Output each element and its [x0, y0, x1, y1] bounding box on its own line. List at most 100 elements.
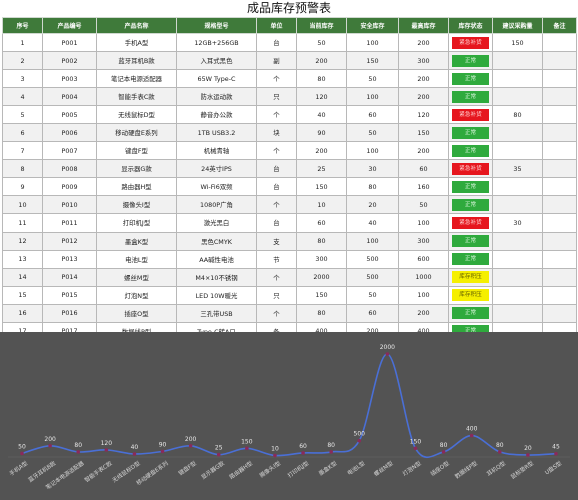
cell-max[interactable]: 200 — [398, 69, 449, 89]
cell-unit[interactable]: 个 — [256, 267, 297, 287]
cell-unit[interactable]: 个 — [256, 303, 297, 323]
cell-suggest[interactable]: 80 — [492, 105, 543, 125]
data-point[interactable] — [301, 451, 305, 455]
cell-code[interactable]: P011 — [42, 213, 97, 233]
cell-spec[interactable]: 黑色CMYK — [176, 231, 257, 251]
cell-code[interactable]: P008 — [42, 159, 97, 179]
cell-safe[interactable]: 80 — [346, 177, 399, 197]
cell-max[interactable]: 120 — [398, 105, 449, 125]
cell-safe[interactable]: 40 — [346, 213, 399, 233]
cell-spec[interactable]: AA碱性电池 — [176, 249, 257, 269]
cell-unit[interactable]: 个 — [256, 105, 297, 125]
cell-status[interactable]: 库存积压 — [448, 285, 493, 305]
cell-suggest[interactable] — [492, 123, 543, 143]
cell-max[interactable]: 160 — [398, 177, 449, 197]
cell-code[interactable]: P001 — [42, 32, 97, 53]
cell-status[interactable]: 正常 — [448, 69, 493, 89]
cell-unit[interactable]: 个 — [256, 195, 297, 215]
data-point[interactable] — [357, 438, 362, 443]
data-point[interactable] — [76, 450, 81, 454]
cell-name[interactable]: 路由器H型 — [96, 177, 177, 197]
cell-max[interactable]: 50 — [398, 195, 449, 215]
cell-safe[interactable]: 500 — [346, 249, 399, 269]
cell-spec[interactable]: 1TB USB3.2 — [176, 123, 257, 143]
data-point[interactable] — [48, 444, 52, 448]
data-point[interactable] — [497, 450, 502, 454]
cell-name[interactable]: 移动硬盘E系列 — [96, 123, 177, 143]
cell-unit[interactable]: 节 — [256, 249, 297, 269]
cell-status[interactable]: 正常 — [448, 177, 493, 197]
cell-name[interactable]: 墨盒K型 — [96, 231, 177, 251]
cell-suggest[interactable] — [492, 51, 543, 71]
cell-safe[interactable]: 100 — [346, 87, 399, 107]
header-name[interactable]: 产品名称 — [96, 17, 177, 34]
cell-name[interactable]: 蓝牙耳机B款 — [96, 51, 177, 71]
cell-suggest[interactable]: 35 — [492, 159, 543, 179]
cell-no[interactable]: 5 — [2, 105, 43, 125]
cell-spec[interactable]: M4×10不锈钢 — [176, 267, 257, 287]
cell-no[interactable]: 9 — [2, 177, 43, 197]
data-point[interactable] — [132, 452, 137, 456]
cell-stock[interactable]: 150 — [296, 285, 347, 305]
cell-no[interactable]: 8 — [2, 159, 43, 179]
cell-spec[interactable]: 65W Type-C — [176, 69, 257, 89]
cell-no[interactable]: 15 — [2, 285, 43, 305]
cell-note[interactable] — [542, 285, 577, 305]
cell-status[interactable]: 正常 — [448, 141, 493, 161]
cell-code[interactable]: P013 — [42, 249, 97, 269]
cell-safe[interactable]: 60 — [346, 303, 399, 323]
cell-status[interactable]: 正常 — [448, 51, 493, 71]
cell-name[interactable]: 插座O型 — [96, 303, 177, 323]
data-point[interactable] — [329, 450, 333, 454]
data-point[interactable] — [413, 446, 418, 451]
cell-name[interactable]: 智能手表C款 — [96, 87, 177, 107]
cell-unit[interactable]: 个 — [256, 141, 297, 161]
header-status[interactable]: 库存状态 — [448, 17, 493, 34]
cell-code[interactable]: P016 — [42, 303, 97, 323]
cell-stock[interactable]: 25 — [296, 159, 347, 179]
cell-name[interactable]: 打印机J型 — [96, 213, 177, 233]
cell-name[interactable]: 手机A型 — [96, 32, 177, 53]
cell-note[interactable] — [542, 195, 577, 215]
cell-spec[interactable]: 三孔带USB — [176, 303, 257, 323]
cell-no[interactable]: 16 — [2, 303, 43, 323]
cell-unit[interactable]: 只 — [256, 285, 297, 305]
cell-code[interactable]: P012 — [42, 231, 97, 251]
cell-name[interactable]: 摄像头I型 — [96, 195, 177, 215]
cell-note[interactable] — [542, 159, 577, 179]
cell-safe[interactable]: 30 — [346, 159, 399, 179]
cell-code[interactable]: P004 — [42, 87, 97, 107]
data-point[interactable] — [104, 448, 109, 452]
cell-name[interactable]: 笔记本电源适配器 — [96, 69, 177, 89]
cell-status[interactable]: 正常 — [448, 195, 493, 215]
cell-note[interactable] — [542, 267, 577, 287]
cell-safe[interactable]: 100 — [346, 141, 399, 161]
cell-unit[interactable]: 台 — [256, 213, 297, 233]
header-note[interactable]: 备注 — [542, 17, 577, 34]
cell-code[interactable]: P007 — [42, 141, 97, 161]
cell-suggest[interactable] — [492, 87, 543, 107]
cell-stock[interactable]: 50 — [296, 32, 347, 53]
data-point[interactable] — [188, 444, 193, 448]
cell-note[interactable] — [542, 249, 577, 269]
cell-suggest[interactable] — [492, 303, 543, 323]
cell-unit[interactable]: 台 — [256, 177, 297, 197]
cell-no[interactable]: 13 — [2, 249, 43, 269]
cell-code[interactable]: P003 — [42, 69, 97, 89]
cell-code[interactable]: P005 — [42, 105, 97, 125]
cell-code[interactable]: P014 — [42, 267, 97, 287]
header-unit[interactable]: 单位 — [256, 17, 297, 34]
cell-unit[interactable]: 个 — [256, 69, 297, 89]
cell-status[interactable]: 库存积压 — [448, 267, 493, 287]
cell-stock[interactable]: 80 — [296, 69, 347, 89]
cell-suggest[interactable]: 150 — [492, 32, 543, 53]
cell-safe[interactable]: 100 — [346, 231, 399, 251]
cell-status[interactable]: 正常 — [448, 87, 493, 107]
cell-spec[interactable]: LED 10W暖光 — [176, 285, 257, 305]
cell-stock[interactable]: 90 — [296, 123, 347, 143]
cell-stock[interactable]: 120 — [296, 87, 347, 107]
data-point[interactable] — [245, 446, 249, 451]
cell-safe[interactable]: 50 — [346, 69, 399, 89]
cell-no[interactable]: 14 — [2, 267, 43, 287]
data-point[interactable] — [273, 453, 277, 458]
